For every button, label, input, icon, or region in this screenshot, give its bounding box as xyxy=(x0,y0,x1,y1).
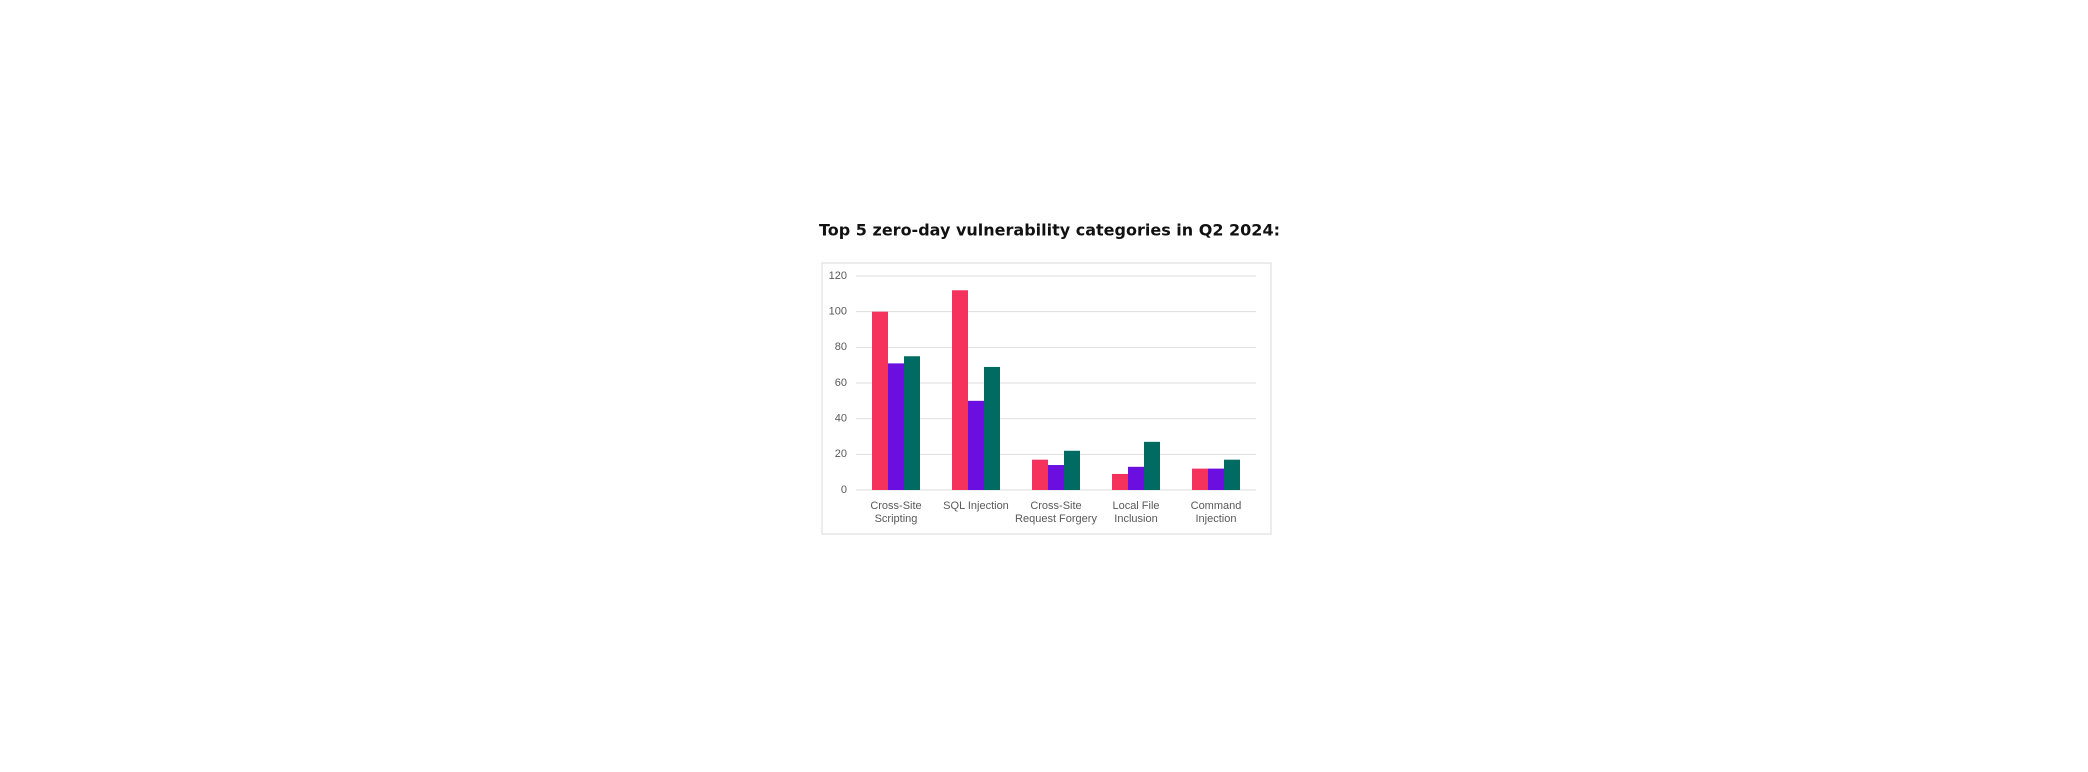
bar xyxy=(1192,468,1208,490)
bar xyxy=(952,290,968,490)
y-tick-label: 100 xyxy=(829,306,847,318)
y-tick-label: 40 xyxy=(835,413,847,425)
bar xyxy=(1064,450,1080,490)
y-tick-label: 60 xyxy=(835,377,847,389)
y-tick-label: 120 xyxy=(829,270,847,282)
bar xyxy=(984,366,1000,490)
x-tick-label: Scripting xyxy=(875,513,918,525)
bar xyxy=(968,400,984,490)
y-tick-label: 20 xyxy=(835,448,847,460)
bar xyxy=(1128,466,1144,490)
y-tick-label: 80 xyxy=(835,341,847,353)
x-tick-label: Injection xyxy=(1196,513,1237,525)
bar xyxy=(1112,473,1128,490)
x-tick-label: Cross-Site xyxy=(870,500,921,512)
x-tick-label: Inclusion xyxy=(1114,513,1157,525)
x-tick-label: Cross-Site xyxy=(1030,500,1081,512)
x-tick-label: Request Forgery xyxy=(1015,513,1097,525)
chart-title: Top 5 zero-day vulnerability categories … xyxy=(819,221,1280,240)
bar xyxy=(872,311,888,490)
x-tick-label: Local File xyxy=(1112,500,1159,512)
bar xyxy=(904,356,920,490)
bar xyxy=(1048,465,1064,490)
bar xyxy=(888,363,904,490)
bar xyxy=(1224,459,1240,490)
bar xyxy=(1208,468,1224,490)
bar xyxy=(1032,459,1048,490)
x-tick-label: Command xyxy=(1191,500,1242,512)
bar xyxy=(1144,441,1160,490)
x-tick-label: SQL Injection xyxy=(943,500,1009,512)
y-tick-label: 0 xyxy=(841,484,847,496)
